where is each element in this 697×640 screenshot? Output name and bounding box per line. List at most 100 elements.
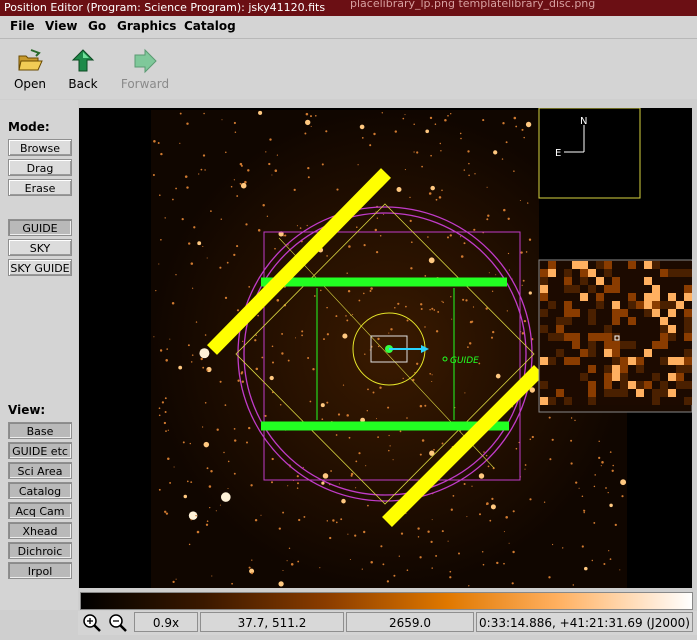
probe-sky-guide-button[interactable]: SKY GUIDE: [8, 259, 72, 276]
magnifier-pixel: [636, 293, 644, 301]
star: [506, 310, 508, 312]
star: [427, 530, 430, 533]
star: [183, 494, 188, 499]
magnifier-pixel: [572, 333, 580, 341]
star: [399, 430, 402, 433]
star: [474, 173, 476, 175]
star: [190, 262, 194, 265]
star: [467, 346, 469, 348]
menu-view[interactable]: View: [45, 19, 78, 33]
back-button[interactable]: Back: [55, 47, 111, 99]
magnifier-pixel: [580, 301, 588, 309]
title-bar: Position Editor (Program: Science Progra…: [0, 0, 697, 16]
view-acq-cam-button[interactable]: Acq Cam: [8, 502, 72, 519]
star: [197, 241, 202, 246]
magnifier-pixel: [676, 365, 684, 373]
open-button[interactable]: Open: [2, 47, 58, 99]
magnifier-pixel: [612, 285, 620, 293]
star: [175, 187, 177, 190]
star: [375, 250, 379, 254]
zoom-in-button[interactable]: [80, 612, 104, 634]
pan-window[interactable]: [539, 108, 692, 260]
magnifier-pixel: [644, 397, 652, 405]
view-base-button[interactable]: Base: [8, 422, 72, 439]
star: [346, 272, 348, 274]
probe-sky-button[interactable]: SKY: [8, 239, 72, 256]
star: [519, 199, 521, 202]
magnifier-pixel: [668, 261, 676, 269]
menu-file[interactable]: File: [10, 19, 35, 33]
view-xhead-button[interactable]: Xhead: [8, 522, 72, 539]
star: [335, 434, 338, 436]
star: [609, 558, 612, 560]
star: [594, 474, 596, 476]
star: [290, 563, 294, 566]
menu-graphics[interactable]: Graphics: [117, 19, 177, 33]
probe-arm-lower: [382, 365, 544, 527]
magnifier-pixel: [636, 301, 644, 309]
view-irpol-button[interactable]: Irpol: [8, 562, 72, 579]
forward-button[interactable]: Forward: [117, 47, 173, 99]
view-guide-etc-button[interactable]: GUIDE etc: [8, 442, 72, 459]
mode-drag-button[interactable]: Drag: [8, 159, 72, 176]
star: [240, 182, 247, 189]
magnifier-pixel: [540, 333, 548, 341]
magnifier-pixel: [644, 309, 652, 317]
star: [288, 547, 291, 550]
star: [301, 330, 304, 333]
image-display[interactable]: GUIDE N E: [79, 108, 692, 588]
magnifier-pixel: [588, 261, 596, 269]
star: [260, 514, 262, 516]
magnifier-pixel: [676, 261, 684, 269]
magnifier-pixel: [636, 269, 644, 277]
magnifier-pixel: [684, 341, 692, 349]
magnifier-pixel: [684, 389, 692, 397]
fov-circle-inner: [243, 212, 527, 496]
view-dichroic-button[interactable]: Dichroic: [8, 542, 72, 559]
star: [383, 213, 385, 215]
star: [164, 411, 167, 413]
star: [387, 406, 390, 409]
view-catalog-button[interactable]: Catalog: [8, 482, 72, 499]
magnifier-pixel: [556, 309, 564, 317]
star: [249, 568, 255, 574]
view-sci-area-button[interactable]: Sci Area: [8, 462, 72, 479]
star: [437, 310, 440, 313]
magnifier-pixel: [652, 261, 660, 269]
probe-arm-upper: [207, 168, 391, 355]
magnifier-pixel: [652, 317, 660, 325]
magnifier-pixel: [628, 381, 636, 389]
star: [307, 357, 310, 359]
mode-erase-button[interactable]: Erase: [8, 179, 72, 196]
magnifier-pixel: [548, 309, 556, 317]
magnifier-pixel: [572, 293, 580, 301]
magnifier-pixel: [628, 389, 636, 397]
menu-catalog[interactable]: Catalog: [184, 19, 236, 33]
guide-label: GUIDE: [450, 356, 479, 366]
colormap-bar[interactable]: [80, 592, 693, 610]
star: [486, 502, 489, 505]
star: [296, 487, 299, 489]
image-canvas[interactable]: GUIDE N E: [79, 108, 692, 588]
star: [397, 302, 400, 305]
star: [435, 330, 439, 333]
star: [431, 307, 434, 310]
menu-go[interactable]: Go: [88, 19, 107, 33]
magnifier-pixel: [596, 309, 604, 317]
magnifier-pixel: [668, 381, 676, 389]
magnifier-pixel: [604, 397, 612, 405]
magnifier-pixel: [660, 325, 668, 333]
probe-guide-button[interactable]: GUIDE: [8, 219, 72, 236]
star: [388, 434, 390, 437]
magnifier-pixel: [580, 389, 588, 397]
magnifier-pixel: [612, 381, 620, 389]
star: [419, 453, 422, 456]
magnifier-pixel: [652, 373, 660, 381]
magnifier-pixel: [572, 261, 580, 269]
zoom-out-button[interactable]: [106, 612, 130, 634]
magnifier-pixel: [540, 389, 548, 397]
mode-browse-button[interactable]: Browse: [8, 139, 72, 156]
magnifier-pixel: [660, 349, 668, 357]
star: [160, 152, 163, 156]
star: [281, 332, 284, 335]
